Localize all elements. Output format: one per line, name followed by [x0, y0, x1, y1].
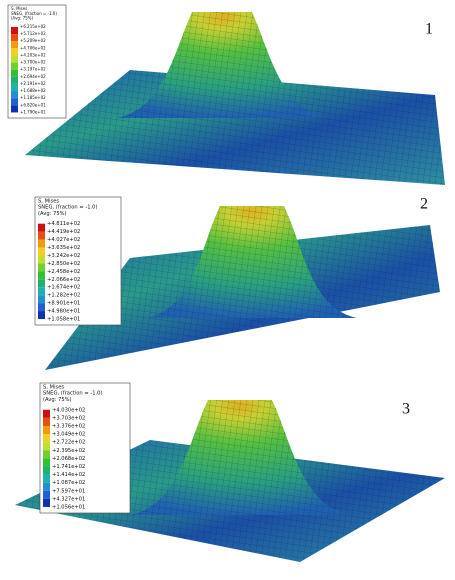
legend-value: +2.458e+02 — [47, 269, 80, 275]
legend-swatch — [38, 255, 45, 263]
legend-value: +2.395e+02 — [52, 448, 85, 454]
panel-label: 3 — [402, 401, 410, 418]
legend-value: +1.282e+02 — [47, 293, 80, 299]
legend-title: (Avg: 75%) — [43, 397, 72, 403]
legend-title: (Avg: 75%) — [38, 211, 67, 217]
legend-value: +8.901e+01 — [47, 301, 80, 307]
legend-swatch — [11, 63, 18, 70]
legend-swatch — [11, 77, 18, 84]
legend-swatch — [43, 466, 50, 474]
legend-swatch — [11, 98, 18, 105]
dome-mesh — [117, 12, 327, 118]
legend-swatch — [11, 84, 18, 91]
legend-value: +1.674e+02 — [47, 285, 80, 291]
legend-value: +1.790e+01 — [20, 109, 46, 114]
legend-swatch — [38, 263, 45, 271]
legend-value: +5.209e+02 — [20, 38, 46, 43]
legend-value: +3.700e+02 — [20, 60, 46, 65]
legend-value: +2.722e+02 — [52, 440, 85, 446]
legend-title: (Avg: 75%) — [11, 16, 33, 21]
legend-swatch — [38, 240, 45, 248]
legend-title: S, Mises — [38, 199, 59, 205]
legend-swatch — [43, 426, 50, 434]
legend-swatch — [43, 418, 50, 426]
legend-value: +3.703e+02 — [52, 415, 85, 421]
legend-value: +3.049e+02 — [52, 432, 85, 438]
legend-value: +1.741e+02 — [52, 464, 85, 470]
legend-value: +3.376e+02 — [52, 423, 85, 429]
legend-swatch — [38, 279, 45, 287]
legend-swatch — [43, 491, 50, 499]
legend-swatch — [11, 55, 18, 62]
legend-title: SNEG, (fraction = -1.0) — [38, 205, 98, 211]
legend-swatch — [11, 34, 18, 41]
legend-value: +6.215e+02 — [20, 24, 46, 29]
legend-swatch — [11, 91, 18, 98]
legend-value: +3.242e+02 — [47, 253, 80, 259]
legend-swatch — [38, 287, 45, 295]
legend-swatch — [43, 499, 50, 507]
legend-swatch — [43, 442, 50, 450]
legend-value: +6.820e+01 — [20, 102, 46, 107]
legend-value: +2.694e+02 — [20, 74, 46, 79]
legend-swatch — [38, 271, 45, 279]
legend-value: +4.327e+01 — [52, 496, 85, 502]
legend-value: +1.185e+02 — [20, 95, 46, 100]
legend-swatch — [43, 450, 50, 458]
legend-value: +1.058e+01 — [47, 317, 80, 323]
legend-value: +2.191e+02 — [20, 81, 46, 86]
legend-swatch — [11, 70, 18, 77]
legend-swatch — [38, 232, 45, 240]
legend-swatch — [38, 248, 45, 256]
legend-value: +4.030e+02 — [52, 407, 85, 413]
legend-swatch — [38, 303, 45, 311]
legend-value: +4.419e+02 — [47, 229, 80, 235]
legend-swatch — [43, 434, 50, 442]
legend-value: +2.068e+02 — [52, 456, 85, 462]
legend-value: +7.597e+01 — [52, 488, 85, 494]
panel-label: 1 — [425, 21, 433, 38]
legend-swatch — [43, 483, 50, 491]
legend-swatch — [43, 475, 50, 483]
legend-swatch — [38, 295, 45, 303]
legend-title: S, Mises — [43, 385, 64, 391]
legend-value: +4.203e+02 — [20, 52, 46, 57]
legend-swatch — [11, 105, 18, 112]
legend-value: +1.087e+02 — [52, 480, 85, 486]
legend-swatch — [38, 224, 45, 232]
legend-value: +3.635e+02 — [47, 245, 80, 251]
legend-value: +1.056e+01 — [52, 504, 85, 510]
legend-swatch — [11, 27, 18, 34]
legend-value: +2.850e+02 — [47, 261, 80, 267]
legend-swatch — [38, 311, 45, 319]
legend-swatch — [11, 48, 18, 55]
legend-swatch — [11, 41, 18, 48]
legend-value: +4.811e+02 — [47, 221, 80, 227]
legend-swatch — [43, 458, 50, 466]
legend-swatch — [43, 410, 50, 418]
legend-value: +4.027e+02 — [47, 237, 80, 243]
legend-value: +5.712e+02 — [20, 31, 46, 36]
legend-value: +1.688e+02 — [20, 88, 46, 93]
legend-value: +1.414e+02 — [52, 472, 85, 478]
panel-label: 2 — [420, 196, 428, 213]
legend-value: +3.197e+02 — [20, 67, 46, 72]
legend-value: +2.066e+02 — [47, 277, 80, 283]
figure: 1S, MisesSNEG, (fraction = -1.0)(Avg: 75… — [0, 0, 455, 580]
legend-value: +4.706e+02 — [20, 45, 46, 50]
legend-title: SNEG, (fraction = -1.0) — [43, 391, 103, 397]
legend-value: +4.980e+01 — [47, 309, 80, 315]
